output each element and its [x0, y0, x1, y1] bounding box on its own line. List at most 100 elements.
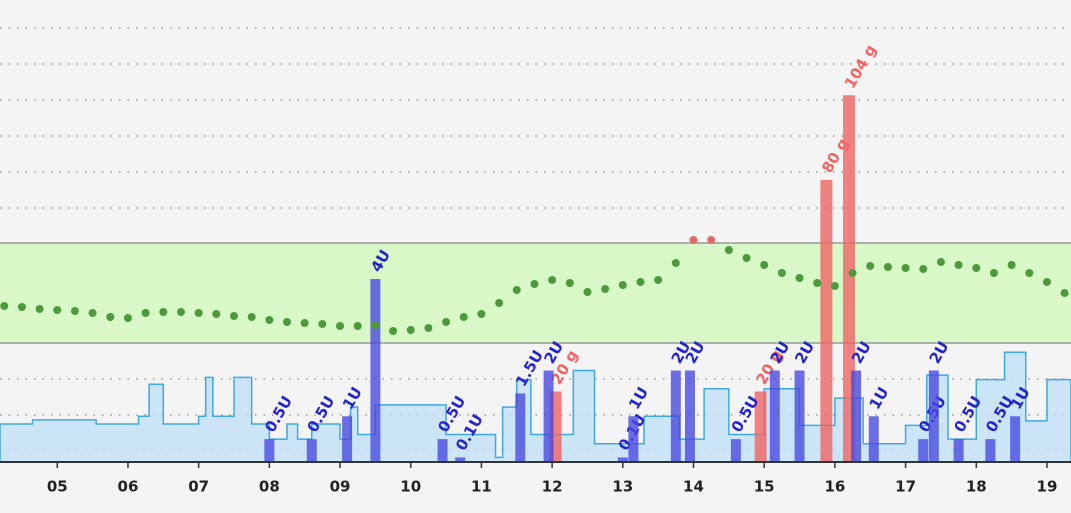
glucose-dot [229, 312, 238, 320]
x-tick-label: 18 [966, 478, 987, 496]
bolus-bar [1010, 416, 1021, 462]
glucose-dot [123, 314, 132, 322]
x-tick-label: 09 [330, 478, 351, 496]
bolus-bar [918, 439, 929, 462]
x-tick-label: 06 [118, 478, 139, 496]
glucose-dot [35, 305, 44, 313]
bolus-bar [370, 279, 381, 462]
x-tick-label: 10 [400, 478, 421, 496]
glucose-dot [848, 269, 857, 277]
target-band [0, 243, 1071, 343]
bolus-bar [515, 393, 526, 462]
bolus-bar [928, 370, 939, 462]
glucose-dot [265, 316, 274, 324]
glucose-dot [194, 309, 203, 317]
glucose-dot [583, 288, 592, 296]
glucose-dot [1042, 278, 1051, 286]
glucose-dot [601, 285, 610, 293]
glucose-dot [936, 258, 945, 266]
glucose-dot [353, 322, 362, 330]
bolus-bar [769, 370, 780, 462]
glucose-dot [795, 274, 804, 282]
carb-bar [754, 391, 767, 462]
bolus-bar [264, 439, 275, 462]
bolus-bar [794, 370, 805, 462]
glucose-dot [654, 276, 663, 284]
glucose-dot [671, 259, 680, 267]
glucose-dot [477, 310, 486, 318]
glucose-dot [141, 309, 150, 317]
glucose-dot [459, 313, 468, 321]
glucose-dot [919, 265, 928, 273]
glucose-dot [283, 318, 292, 326]
bolus-label: 1U [866, 384, 893, 413]
glucose-dot [159, 308, 168, 316]
glucose-dot [442, 318, 451, 326]
carb-label: 104 g [841, 42, 880, 92]
glucose-dot [371, 321, 380, 329]
bolus-bar [868, 416, 879, 462]
glucose-dot [565, 279, 574, 287]
x-tick-label: 14 [683, 478, 704, 496]
glucose-dot [247, 313, 256, 321]
glucose-dot [300, 319, 309, 327]
bolus-bar [684, 370, 695, 462]
x-tick-label: 19 [1037, 478, 1058, 496]
glucose-dot [17, 303, 26, 311]
x-tick-label: 08 [259, 478, 280, 496]
bolus-label: 1U [339, 384, 366, 413]
x-tick-label: 17 [895, 478, 916, 496]
carb-bar [843, 95, 856, 462]
glucose-dot [1060, 289, 1069, 297]
bolus-bar [670, 370, 681, 462]
glucose-dot [707, 236, 716, 244]
glucose-dot [989, 269, 998, 277]
glucose-dot [424, 324, 433, 332]
x-tick-label: 13 [612, 478, 633, 496]
bolus-bar [851, 370, 862, 462]
glucose-dot [0, 302, 9, 310]
glucose-dot [53, 306, 62, 314]
glucose-dot [954, 261, 963, 269]
glucose-dot [336, 322, 345, 330]
glucose-dot [212, 310, 221, 318]
glucose-dot [760, 261, 769, 269]
bolus-bar [985, 439, 996, 462]
glucose-dot [866, 262, 875, 270]
glucose-dot [512, 286, 521, 294]
glucose-dot [618, 281, 627, 289]
glucose-dot [901, 264, 910, 272]
glucose-dot [1007, 261, 1016, 269]
glucose-dot [495, 299, 504, 307]
glucose-dot [406, 326, 415, 334]
x-tick-label: 07 [188, 478, 209, 496]
glucose-dot [70, 307, 79, 315]
bolus-bar [543, 370, 554, 462]
bolus-bar [306, 439, 317, 462]
bolus-bar [953, 439, 964, 462]
bolus-label: 1U [625, 384, 652, 413]
glucose-dot [106, 313, 115, 321]
glucose-dot [176, 308, 185, 316]
glucose-dot [813, 279, 822, 287]
bolus-bar [342, 416, 353, 462]
x-tick-label: 05 [47, 478, 68, 496]
glucose-dot [830, 282, 839, 290]
x-tick-label: 12 [542, 478, 563, 496]
glucose-dot [88, 309, 97, 317]
glucose-dot [777, 269, 786, 277]
x-tick-label: 11 [471, 478, 492, 496]
glucose-dot [636, 278, 645, 286]
glucose-dot [689, 236, 698, 244]
bolus-bar [437, 439, 448, 462]
glucose-dot [318, 320, 327, 328]
glucose-dot [530, 280, 539, 288]
x-tick-label: 15 [754, 478, 775, 496]
glucose-dot [883, 263, 892, 271]
x-tick-label: 16 [824, 478, 845, 496]
glucose-dot [972, 264, 981, 272]
bolus-bar [628, 416, 639, 462]
glucose-dot [742, 254, 751, 262]
glucose-dot [548, 276, 557, 284]
